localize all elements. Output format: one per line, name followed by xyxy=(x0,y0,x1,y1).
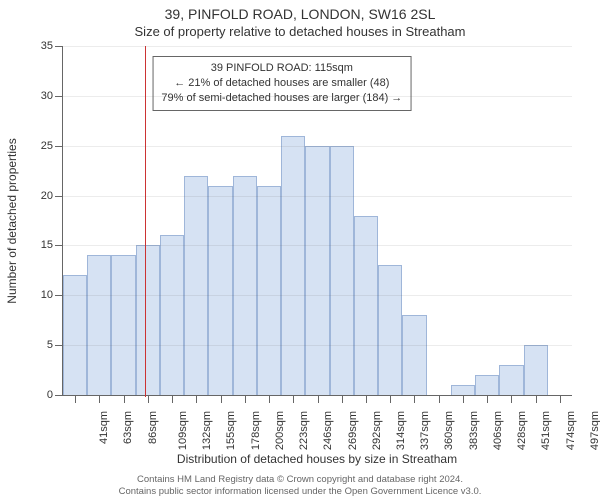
chart-subtitle: Size of property relative to detached ho… xyxy=(0,24,600,39)
annotation-line-3: 79% of semi-detached houses are larger (… xyxy=(161,91,402,106)
x-tick-label: 269sqm xyxy=(347,411,359,450)
x-tick xyxy=(511,395,512,403)
y-tick-label: 5 xyxy=(29,339,53,351)
x-tick xyxy=(245,395,246,403)
x-tick xyxy=(536,395,537,403)
x-tick-label: 41sqm xyxy=(98,411,110,444)
histogram-bar xyxy=(330,146,354,395)
y-tick xyxy=(55,196,63,197)
chart-plot-area: 39 PINFOLD ROAD: 115sqm ← 21% of detache… xyxy=(62,46,572,396)
y-tick-label: 25 xyxy=(29,140,53,152)
x-tick xyxy=(124,395,125,403)
histogram-bar xyxy=(402,315,426,395)
x-tick xyxy=(342,395,343,403)
histogram-bar xyxy=(184,176,208,395)
histogram-bar xyxy=(87,255,111,395)
histogram-bar xyxy=(524,345,548,395)
x-tick xyxy=(487,395,488,403)
histogram-bar xyxy=(451,385,475,395)
y-tick-label: 20 xyxy=(29,190,53,202)
x-tick xyxy=(75,395,76,403)
x-tick-label: 178sqm xyxy=(250,411,262,450)
x-tick xyxy=(148,395,149,403)
x-tick-label: 109sqm xyxy=(177,411,189,450)
x-tick-label: 292sqm xyxy=(371,411,383,450)
x-tick xyxy=(196,395,197,403)
x-tick-label: 246sqm xyxy=(322,411,334,450)
x-tick xyxy=(560,395,561,403)
x-tick-label: 155sqm xyxy=(225,411,237,450)
y-tick-label: 30 xyxy=(29,90,53,102)
x-tick xyxy=(221,395,222,403)
y-tick-label: 10 xyxy=(29,289,53,301)
histogram-bar xyxy=(63,275,87,395)
y-axis-label: Number of detached properties xyxy=(4,46,20,396)
annotation-line-2: ← 21% of detached houses are smaller (48… xyxy=(161,76,402,91)
y-tick xyxy=(55,345,63,346)
y-tick-label: 15 xyxy=(29,239,53,251)
y-tick xyxy=(55,46,63,47)
x-tick-label: 223sqm xyxy=(298,411,310,450)
x-tick xyxy=(463,395,464,403)
x-tick xyxy=(414,395,415,403)
histogram-bar xyxy=(136,245,160,395)
x-tick-label: 360sqm xyxy=(444,411,456,450)
histogram-bar xyxy=(475,375,499,395)
x-tick xyxy=(366,395,367,403)
gridline xyxy=(63,146,572,147)
gridline xyxy=(63,345,572,346)
y-tick xyxy=(55,245,63,246)
x-tick xyxy=(99,395,100,403)
histogram-bar xyxy=(257,186,281,395)
chart-container: 39, PINFOLD ROAD, LONDON, SW16 2SL Size … xyxy=(0,0,600,500)
x-tick-label: 428sqm xyxy=(516,411,528,450)
histogram-bar xyxy=(378,265,402,395)
footer-attribution: Contains HM Land Registry data © Crown c… xyxy=(0,474,600,497)
x-tick xyxy=(439,395,440,403)
x-axis-label: Distribution of detached houses by size … xyxy=(62,452,572,466)
histogram-bar xyxy=(281,136,305,395)
x-tick-label: 474sqm xyxy=(565,411,577,450)
annotation-line-1: 39 PINFOLD ROAD: 115sqm xyxy=(161,61,402,76)
gridline xyxy=(63,196,572,197)
gridline xyxy=(63,245,572,246)
histogram-bar xyxy=(233,176,257,395)
y-tick xyxy=(55,395,63,396)
x-tick xyxy=(269,395,270,403)
histogram-bar xyxy=(160,235,184,395)
footer-line-1: Contains HM Land Registry data © Crown c… xyxy=(0,474,600,485)
histogram-bar xyxy=(208,186,232,395)
x-tick xyxy=(318,395,319,403)
histogram-bar xyxy=(354,216,378,395)
annotation-box: 39 PINFOLD ROAD: 115sqm ← 21% of detache… xyxy=(152,56,411,111)
y-axis-label-text: Number of detached properties xyxy=(5,138,19,303)
x-tick-label: 314sqm xyxy=(395,411,407,450)
y-tick-label: 0 xyxy=(29,389,53,401)
y-tick xyxy=(55,146,63,147)
x-tick xyxy=(293,395,294,403)
histogram-bar xyxy=(111,255,135,395)
x-tick-label: 406sqm xyxy=(492,411,504,450)
x-tick-label: 337sqm xyxy=(419,411,431,450)
footer-line-2: Contains public sector information licen… xyxy=(0,486,600,497)
x-tick-label: 132sqm xyxy=(201,411,213,450)
y-tick xyxy=(55,96,63,97)
histogram-bar xyxy=(499,365,523,395)
histogram-bar xyxy=(305,146,329,395)
y-tick xyxy=(55,295,63,296)
page-title: 39, PINFOLD ROAD, LONDON, SW16 2SL xyxy=(0,6,600,22)
x-tick-label: 451sqm xyxy=(541,411,553,450)
x-tick xyxy=(390,395,391,403)
x-tick xyxy=(172,395,173,403)
x-tick-label: 200sqm xyxy=(274,411,286,450)
x-tick-label: 86sqm xyxy=(147,411,159,444)
x-tick-label: 383sqm xyxy=(468,411,480,450)
gridline xyxy=(63,295,572,296)
x-tick-label: 63sqm xyxy=(122,411,134,444)
x-tick-label: 497sqm xyxy=(589,411,600,450)
y-tick-label: 35 xyxy=(29,40,53,52)
gridline xyxy=(63,96,572,97)
gridline xyxy=(63,46,572,47)
